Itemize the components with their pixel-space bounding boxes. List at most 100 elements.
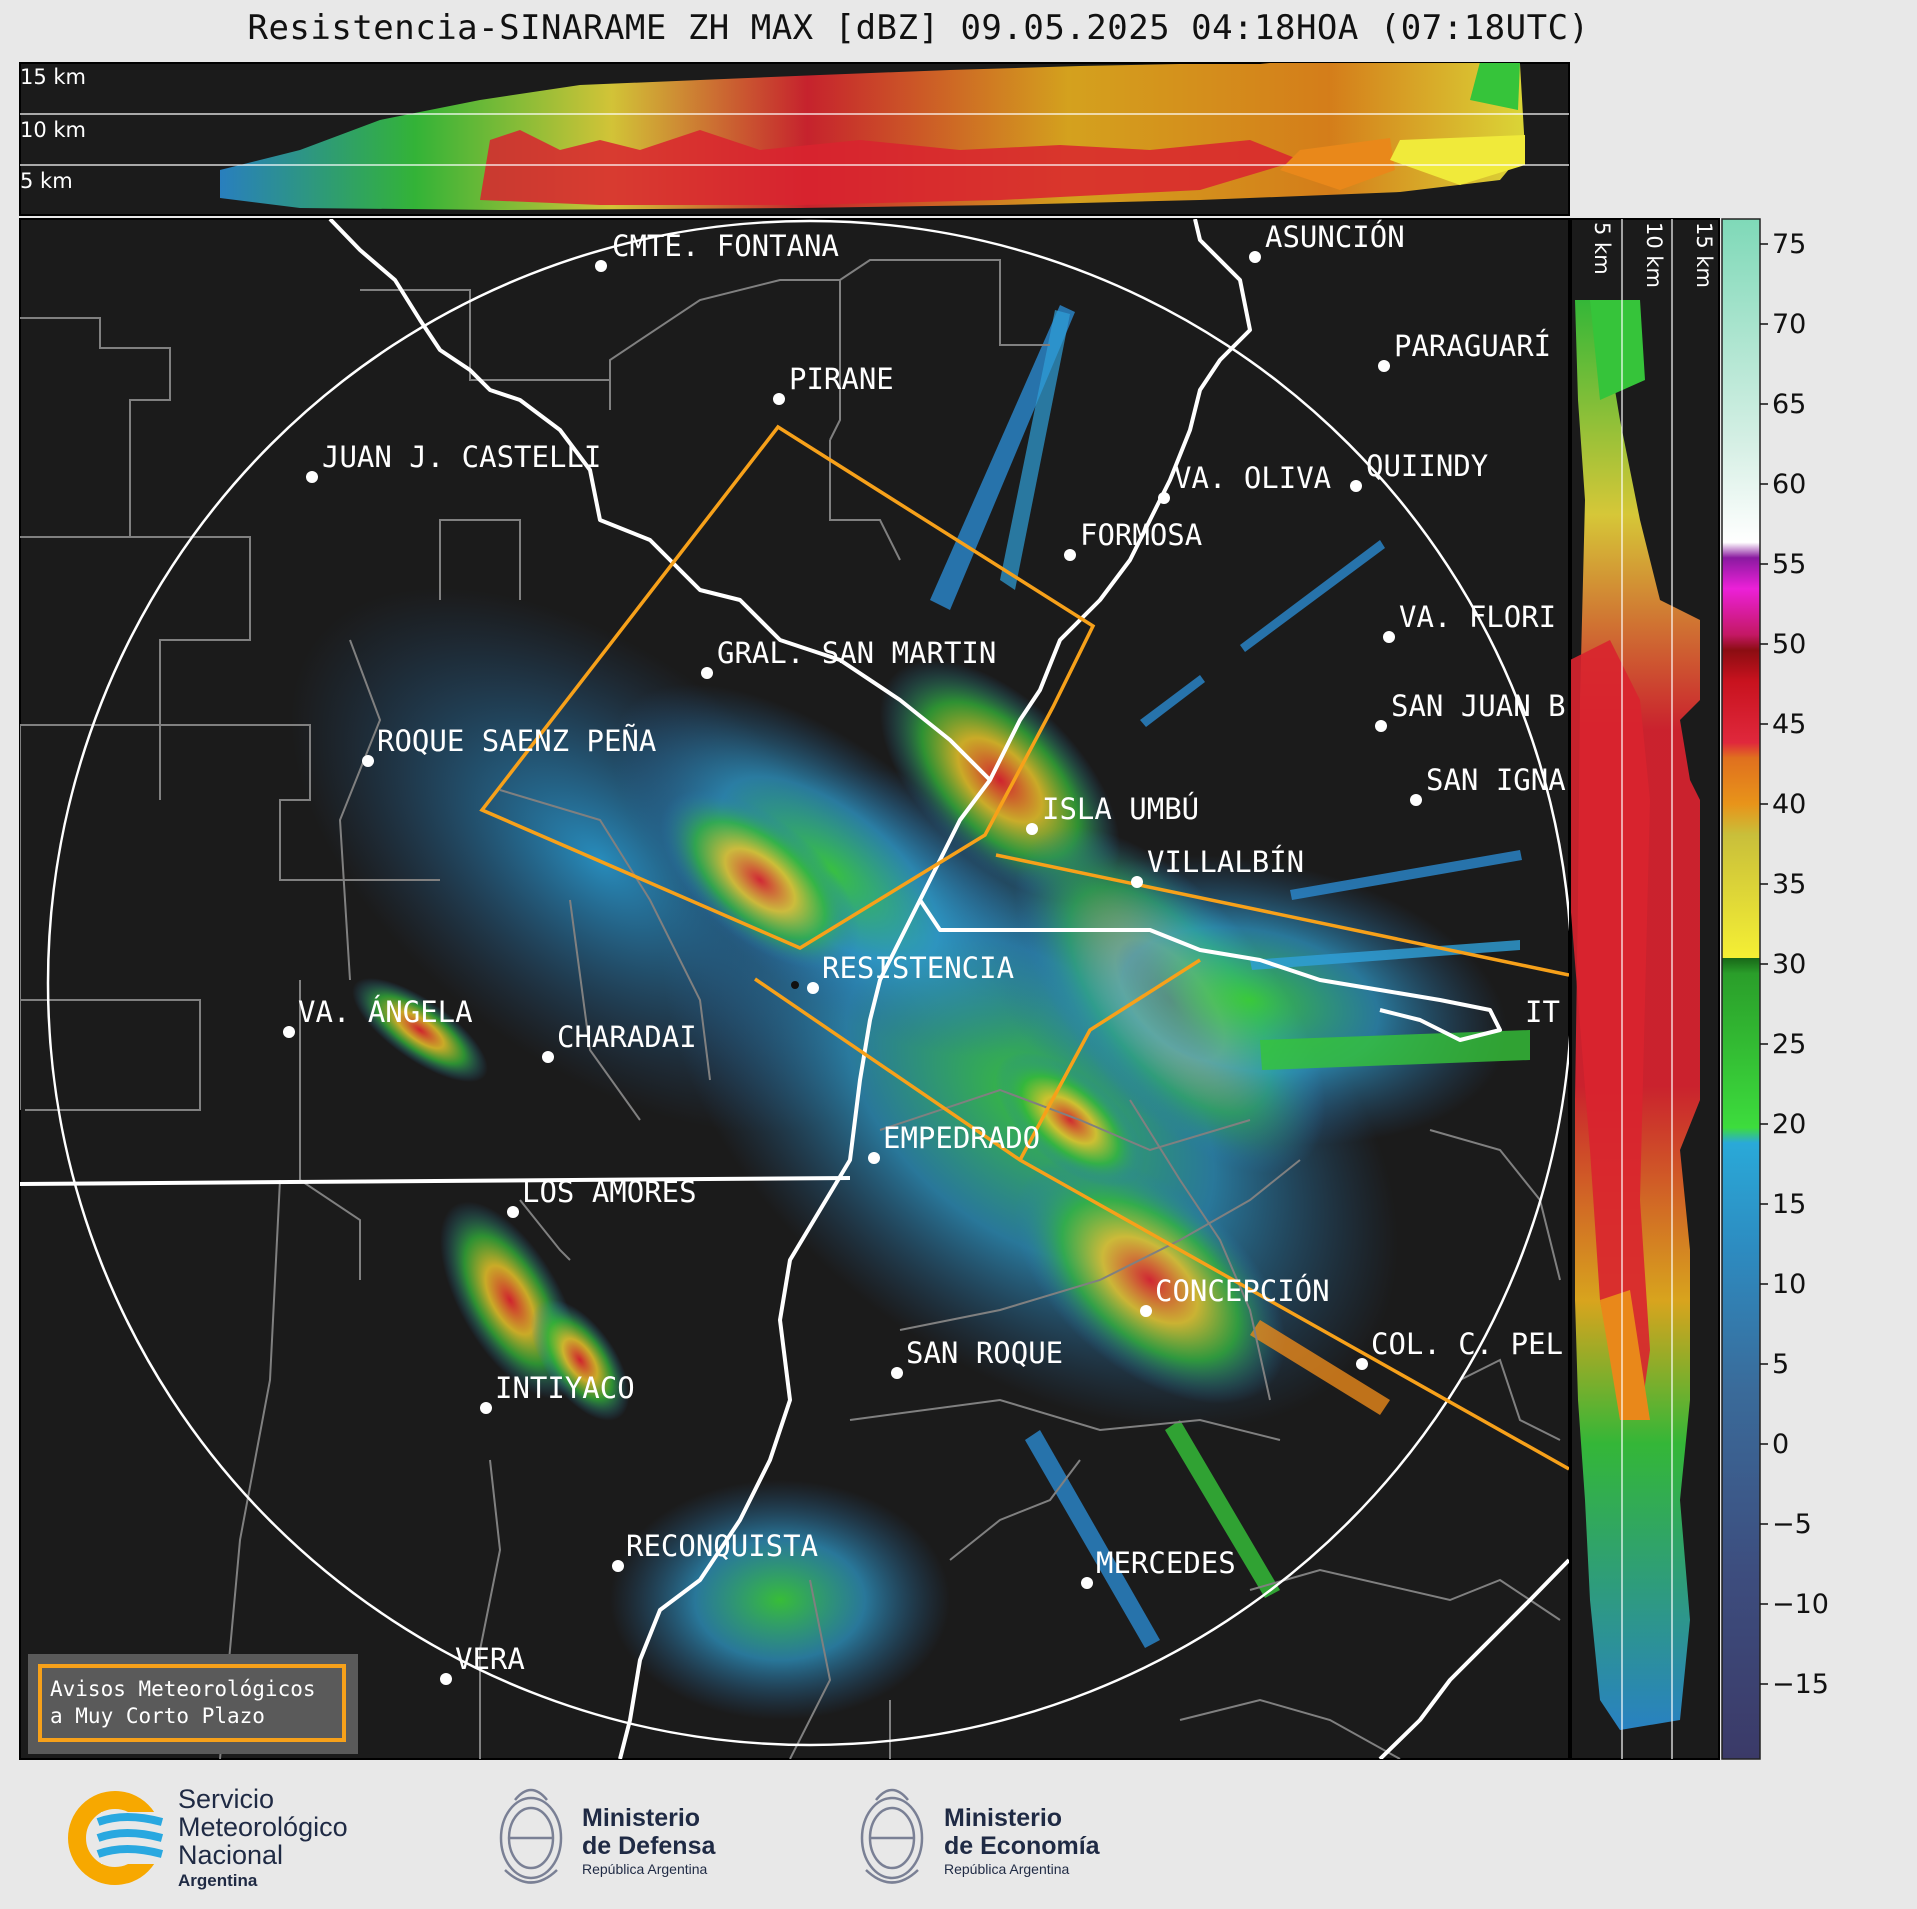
svg-text:RECONQUISTA: RECONQUISTA — [626, 1529, 818, 1563]
city-intiyaco: INTIYACO — [480, 1371, 635, 1414]
side-height-label-15km: 15 km — [1692, 222, 1716, 288]
svg-text:GRAL. SAN MARTIN: GRAL. SAN MARTIN — [717, 636, 996, 670]
svg-text:QUIINDY: QUIINDY — [1366, 449, 1488, 483]
city-roque-saenz-pena: ROQUE SAENZ PEÑA — [362, 724, 656, 767]
city-los-amores: LOS AMORES — [507, 1175, 697, 1218]
colorbar-tick-label: −10 — [1772, 1589, 1829, 1620]
svg-text:ISLA UMBÚ: ISLA UMBÚ — [1042, 792, 1199, 826]
colorbar-tick-label: 10 — [1772, 1269, 1806, 1300]
svg-text:RESISTENCIA: RESISTENCIA — [822, 951, 1014, 985]
colorbar-tick-label: 50 — [1772, 629, 1806, 660]
main-map-panel: CMTE. FONTANA ASUNCIÓN PARAGUARÍ PIRANE … — [19, 218, 1570, 1760]
city-empedrado: EMPEDRADO — [868, 1121, 1040, 1164]
top-cross-section-echoes — [220, 63, 1525, 210]
smn-line-3: Nacional — [178, 1840, 283, 1870]
rivers-and-borders — [20, 219, 1569, 1759]
defensa-line-3: República Argentina — [582, 1861, 708, 1877]
colorbar-tick-label: 55 — [1772, 549, 1806, 580]
coat-of-arms-icon — [860, 1788, 924, 1884]
defensa-logo: Ministerio de Defensa República Argentin… — [499, 1788, 716, 1884]
city-resistencia: RESISTENCIA — [791, 951, 1014, 994]
top-height-label-5km: 5 km — [20, 169, 73, 193]
svg-text:CMTE. FONTANA: CMTE. FONTANA — [612, 229, 839, 263]
city-col-c-pel: COL. C. PEL — [1356, 1327, 1563, 1370]
city-villalbin: VILLALBÍN — [1131, 845, 1304, 888]
svg-text:ASUNCIÓN: ASUNCIÓN — [1265, 220, 1405, 254]
colorbar-tick-label: 70 — [1772, 309, 1806, 340]
svg-text:VA. ÁNGELA: VA. ÁNGELA — [298, 995, 473, 1029]
svg-text:VA. OLIVA: VA. OLIVA — [1174, 461, 1331, 495]
city-cmte-fontana: CMTE. FONTANA — [595, 229, 839, 272]
smn-line-2: Meteorológico — [178, 1812, 348, 1842]
svg-text:COL. C. PEL: COL. C. PEL — [1371, 1327, 1563, 1361]
colorbar-tick-label: 65 — [1772, 389, 1806, 420]
alerts-legend-box: Avisos Meteorológicos a Muy Corto Plazo — [28, 1654, 358, 1754]
svg-text:LOS AMORES: LOS AMORES — [522, 1175, 697, 1209]
economia-line-2: de Economía — [944, 1832, 1101, 1860]
city-vera: VERA — [440, 1642, 525, 1685]
svg-text:VERA: VERA — [455, 1642, 525, 1676]
svg-text:VA. FLORI: VA. FLORI — [1399, 600, 1556, 634]
svg-text:SAN ROQUE: SAN ROQUE — [906, 1336, 1063, 1370]
top-cross-section-panel: 15 km 10 km 5 km — [19, 62, 1570, 216]
city-markers: CMTE. FONTANA ASUNCIÓN PARAGUARÍ PIRANE … — [283, 220, 1566, 1685]
svg-text:SAN JUAN B: SAN JUAN B — [1391, 689, 1566, 723]
svg-text:FORMOSA: FORMOSA — [1080, 518, 1202, 552]
city-va-flori: VA. FLORI — [1383, 600, 1556, 643]
city-charadai: CHARADAI — [542, 1020, 697, 1063]
side-height-label-10km: 10 km — [1642, 222, 1666, 288]
colorbar-tick-label: 20 — [1772, 1109, 1806, 1140]
svg-text:EMPEDRADO: EMPEDRADO — [883, 1121, 1040, 1155]
svg-text:ROQUE SAENZ PEÑA: ROQUE SAENZ PEÑA — [377, 724, 656, 758]
svg-text:JUAN J. CASTELLI: JUAN J. CASTELLI — [322, 440, 601, 474]
colorbar-tick-label: 35 — [1772, 869, 1806, 900]
colorbar-tick-label: 5 — [1772, 1349, 1789, 1380]
svg-text:CONCEPCIÓN: CONCEPCIÓN — [1155, 1274, 1330, 1308]
svg-text:SAN IGNA: SAN IGNA — [1426, 763, 1566, 797]
defensa-line-1: Ministerio — [582, 1804, 700, 1832]
colorbar-tick-label: 75 — [1772, 229, 1806, 260]
svg-text:INTIYACO: INTIYACO — [495, 1371, 635, 1405]
warning-polygons — [479, 424, 1569, 1471]
city-quiindy: QUIINDY — [1350, 449, 1488, 492]
colorbar-tick-label: 25 — [1772, 1029, 1806, 1060]
city-gral-san-martin: GRAL. SAN MARTIN — [701, 636, 996, 679]
svg-text:PARAGUARÍ: PARAGUARÍ — [1394, 329, 1551, 363]
economia-line-3: República Argentina — [944, 1861, 1070, 1877]
city-va-oliva: VA. OLIVA — [1158, 461, 1331, 504]
city-concepcion: CONCEPCIÓN — [1140, 1274, 1330, 1317]
city-san-juan-b: SAN JUAN B — [1375, 689, 1566, 732]
colorbar-tick-label: −15 — [1772, 1669, 1829, 1700]
city-isla-umbu: ISLA UMBÚ — [1026, 792, 1199, 835]
legend-line-2: a Muy Corto Plazo — [50, 1704, 265, 1728]
side-height-label-5km: 5 km — [1590, 222, 1614, 275]
svg-text:MERCEDES: MERCEDES — [1096, 1546, 1236, 1580]
legend-line-1: Avisos Meteorológicos — [50, 1677, 316, 1701]
city-san-igna: SAN IGNA — [1410, 763, 1566, 806]
city-juan-j-castelli: JUAN J. CASTELLI — [306, 440, 601, 483]
top-height-label-15km: 15 km — [20, 65, 86, 89]
top-height-label-10km: 10 km — [20, 118, 86, 142]
chart-title: Resistencia-SINARAME ZH MAX [dBZ] 09.05.… — [247, 8, 1590, 48]
range-ring — [46, 219, 1569, 1747]
department-borders — [20, 259, 1561, 1759]
city-paraguari: PARAGUARÍ — [1378, 329, 1551, 372]
smn-line-4: Argentina — [178, 1871, 258, 1890]
city-mercedes: MERCEDES — [1081, 1546, 1236, 1589]
colorbar-tick-label: 60 — [1772, 469, 1806, 500]
colorbar-tick-label: 45 — [1772, 709, 1806, 740]
city-san-roque: SAN ROQUE — [891, 1336, 1063, 1379]
side-cross-section-echoes — [1571, 300, 1700, 1730]
side-cross-section-panel: 5 km 10 km 15 km — [1570, 218, 1720, 1760]
colorbar-tick-label: 0 — [1772, 1429, 1789, 1460]
colorbar-tick-label: −5 — [1772, 1509, 1812, 1540]
city-asuncion: ASUNCIÓN — [1249, 220, 1405, 263]
city-reconquista: RECONQUISTA — [612, 1529, 818, 1572]
svg-text:VILLALBÍN: VILLALBÍN — [1147, 845, 1304, 879]
coat-of-arms-icon — [499, 1788, 563, 1884]
colorbar-tick-label: 15 — [1772, 1189, 1806, 1220]
svg-text:CHARADAI: CHARADAI — [557, 1020, 697, 1054]
